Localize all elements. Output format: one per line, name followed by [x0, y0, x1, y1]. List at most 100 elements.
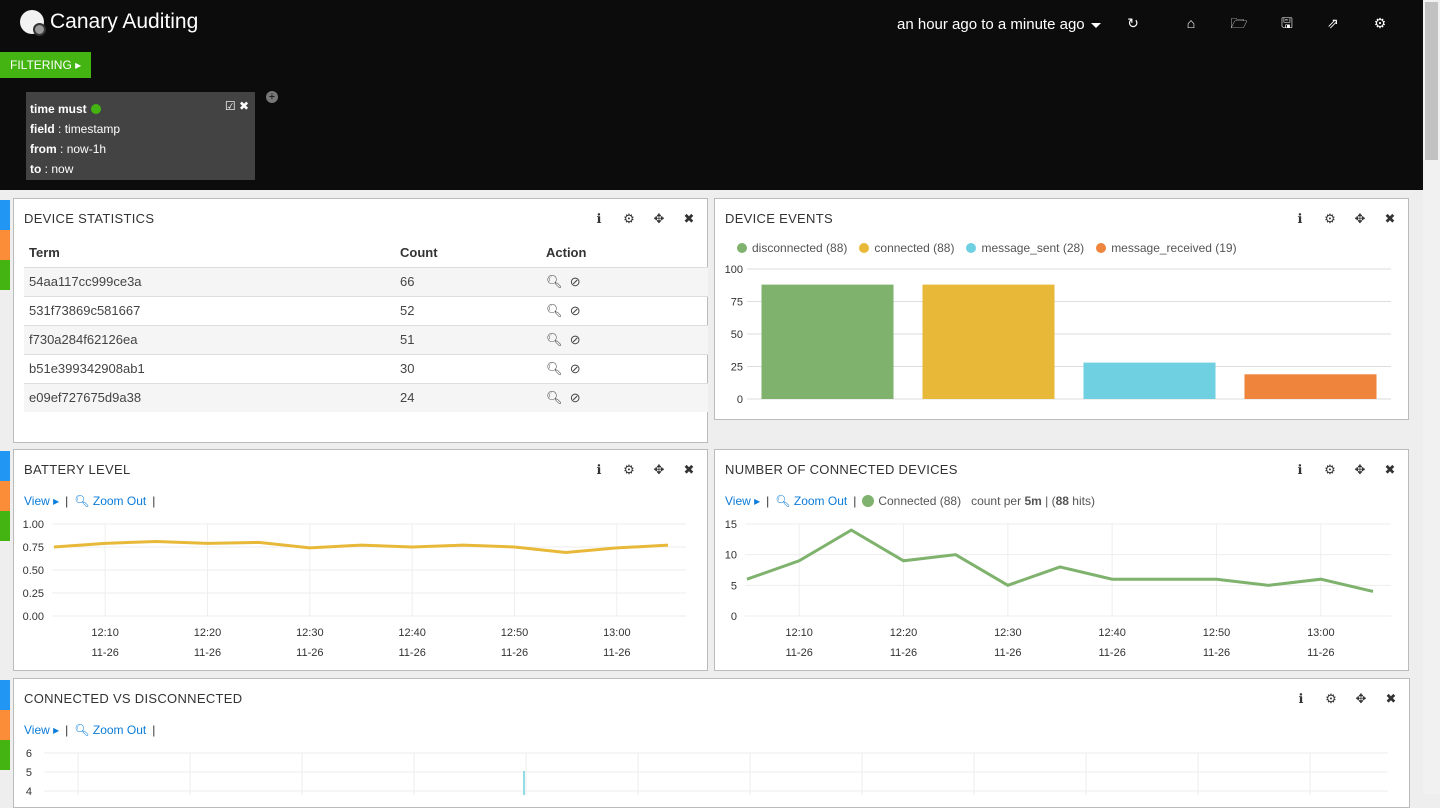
share-icon[interactable]: ⇗ — [1327, 15, 1339, 31]
scrollbar-thumb[interactable] — [1425, 2, 1438, 160]
add-filter-icon[interactable]: + — [266, 91, 278, 103]
row-collapse-bar-3[interactable] — [0, 680, 10, 770]
view-menu[interactable]: View ▸ — [24, 494, 60, 508]
zoom-out-link[interactable]: 🔍︎ Zoom Out — [74, 494, 146, 508]
legend-item[interactable]: message_received (19) — [1096, 241, 1237, 255]
gear-icon[interactable]: ⚙ — [623, 462, 635, 477]
col-action-header: Action — [541, 239, 708, 268]
filter-type: time must — [30, 102, 87, 116]
zoom-out-icon: 🔍︎ — [74, 723, 90, 737]
row-collapse-bar-1[interactable] — [0, 200, 10, 290]
info-icon[interactable]: ℹ — [1297, 462, 1303, 477]
filtering-toggle[interactable]: FILTERING ▸ — [0, 52, 92, 78]
x-tick-sublabel: 11-26 — [501, 647, 528, 659]
ban-icon[interactable]: ⊘ — [569, 273, 581, 289]
x-tick-sublabel: 11-26 — [399, 647, 426, 659]
move-icon[interactable]: ✥ — [653, 462, 665, 477]
search-icon[interactable]: 🔍︎ — [546, 360, 563, 376]
connected-vs-disconnected-chart: 6 5 4 — [26, 748, 1388, 795]
move-icon[interactable]: ✥ — [1355, 691, 1367, 706]
close-icon[interactable]: ✖ — [1384, 462, 1396, 477]
x-tick-sublabel: 11-26 — [1099, 647, 1126, 659]
remove-filter-icon[interactable]: ✖ — [238, 99, 249, 113]
action-cell: 🔍︎ ⊘ — [541, 266, 708, 296]
brand[interactable]: Canary Auditing — [20, 10, 198, 36]
y-tick-label: 25 — [731, 362, 743, 374]
x-tick-label: 12:30 — [994, 627, 1022, 639]
gear-icon[interactable]: ⚙ — [1325, 691, 1337, 706]
table-row: f730a284f62126ea 51 🔍︎ ⊘ — [24, 324, 708, 354]
legend-item[interactable]: connected (88) — [859, 241, 954, 255]
x-tick-label: 13:00 — [603, 627, 631, 639]
top-navbar: Canary Auditing an hour ago to a minute … — [0, 0, 1423, 190]
panel-title: DEVICE EVENTS — [725, 211, 833, 226]
info-icon[interactable]: ℹ — [596, 462, 602, 477]
view-menu[interactable]: View ▸ — [24, 723, 60, 737]
filter-active-dot[interactable] — [90, 104, 101, 114]
row-color-3 — [0, 511, 10, 541]
zoom-out-link[interactable]: 🔍︎ Zoom Out — [74, 723, 146, 737]
bar-connected — [922, 284, 1055, 399]
battery-line-chart: 0.00 0.25 0.50 0.75 1.00 12:10 11-26 12:20 11-26… — [23, 519, 686, 659]
row-color-1 — [0, 200, 10, 230]
search-icon[interactable]: 🔍︎ — [546, 389, 563, 405]
ban-icon[interactable]: ⊘ — [569, 360, 581, 376]
series-line — [746, 528, 1374, 593]
close-icon[interactable]: ✖ — [1385, 691, 1397, 706]
panel-title: DEVICE STATISTICS — [24, 211, 155, 226]
hits-value: 88 — [1055, 494, 1069, 508]
legend-label: message_received (19) — [1111, 241, 1237, 255]
row-color-2 — [0, 230, 10, 260]
canary-logo-icon — [20, 10, 46, 36]
table-row: b51e399342908ab1 30 🔍︎ ⊘ — [24, 353, 708, 383]
close-icon[interactable]: ✖ — [1384, 211, 1396, 226]
info-icon[interactable]: ℹ — [1297, 211, 1303, 226]
panel-title: NUMBER OF CONNECTED DEVICES — [725, 462, 958, 477]
ban-icon[interactable]: ⊘ — [569, 331, 581, 347]
zoom-out-link[interactable]: 🔍︎ Zoom Out — [775, 494, 847, 508]
close-icon[interactable]: ✖ — [683, 211, 695, 226]
table-row: e09ef727675d9a38 24 🔍︎ ⊘ — [24, 382, 708, 412]
folder-open-icon[interactable]: 🗁 — [1230, 15, 1248, 31]
col-count-header[interactable]: Count — [395, 239, 541, 268]
col-term-header[interactable]: Term — [24, 239, 395, 268]
edit-filter-icon[interactable]: ☑ — [224, 99, 236, 113]
x-tick-label: 12:30 — [296, 627, 324, 639]
x-tick-sublabel: 11-26 — [1307, 647, 1334, 659]
home-icon[interactable]: ⌂ — [1186, 15, 1196, 31]
legend-swatch — [737, 243, 747, 253]
ban-icon[interactable]: ⊘ — [569, 389, 581, 405]
gear-icon[interactable]: ⚙ — [1373, 15, 1387, 31]
x-tick-label: 13:00 — [1307, 627, 1335, 639]
search-icon[interactable]: 🔍︎ — [546, 302, 563, 318]
gear-icon[interactable]: ⚙ — [1324, 211, 1336, 226]
save-icon[interactable]: 🖫 — [1281, 15, 1293, 31]
legend-item[interactable]: disconnected (88) — [737, 241, 847, 255]
move-icon[interactable]: ✥ — [653, 211, 665, 226]
filter-from-value: now-1h — [66, 142, 107, 156]
count-cell: 51 — [395, 324, 541, 354]
y-tick-label: 6 — [26, 748, 32, 760]
bar-disconnected — [761, 284, 894, 399]
move-icon[interactable]: ✥ — [1354, 211, 1366, 226]
time-range-picker[interactable]: an hour ago to a minute ago — [897, 16, 1101, 33]
info-icon[interactable]: ℹ — [596, 211, 602, 226]
panel-title: CONNECTED VS DISCONNECTED — [24, 691, 243, 706]
gear-icon[interactable]: ⚙ — [1324, 462, 1336, 477]
info-icon[interactable]: ℹ — [1298, 691, 1304, 706]
move-icon[interactable]: ✥ — [1354, 462, 1366, 477]
x-tick-label: 12:40 — [398, 627, 426, 639]
count-cell: 30 — [395, 353, 541, 383]
search-icon[interactable]: 🔍︎ — [546, 273, 563, 289]
gear-icon[interactable]: ⚙ — [623, 211, 635, 226]
legend-item[interactable]: message_sent (28) — [966, 241, 1084, 255]
page-scrollbar[interactable] — [1423, 0, 1440, 794]
refresh-icon[interactable]: ↻ — [1127, 15, 1139, 31]
row-collapse-bar-2[interactable] — [0, 451, 10, 541]
search-icon[interactable]: 🔍︎ — [546, 331, 563, 347]
legend-item[interactable]: Connected (88) — [862, 494, 961, 508]
ban-icon[interactable]: ⊘ — [569, 302, 581, 318]
y-tick-label: 1.00 — [23, 519, 44, 531]
view-menu[interactable]: View ▸ — [725, 494, 761, 508]
close-icon[interactable]: ✖ — [683, 462, 695, 477]
